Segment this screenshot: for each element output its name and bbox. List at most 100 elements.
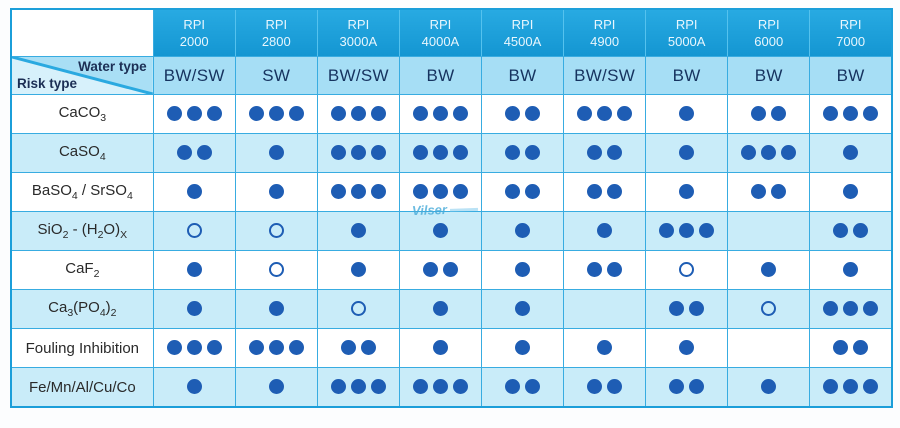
product-header-6000: RPI 6000 bbox=[727, 8, 811, 57]
filled-dot-icon bbox=[186, 184, 202, 200]
product-header-2000: RPI 2000 bbox=[152, 8, 236, 57]
filled-dot-icon bbox=[186, 301, 202, 317]
rating-cell bbox=[809, 211, 893, 251]
table-row: Fe/Mn/Al/Cu/Co bbox=[10, 367, 893, 408]
filled-dot-icon bbox=[853, 223, 869, 239]
filled-dot-icon bbox=[597, 340, 613, 356]
open-circle-icon bbox=[350, 301, 366, 317]
filled-dot-icon bbox=[166, 106, 182, 122]
rating-cell bbox=[645, 328, 729, 368]
open-circle-icon bbox=[679, 262, 695, 278]
filled-dot-icon bbox=[679, 340, 695, 356]
rating-cell bbox=[727, 172, 811, 212]
filled-dot-icon bbox=[761, 145, 777, 161]
filled-dot-icon bbox=[679, 106, 695, 122]
filled-dot-icon bbox=[669, 301, 685, 317]
filled-dot-icon bbox=[843, 106, 859, 122]
filled-dot-icon bbox=[689, 379, 705, 395]
risk-type-cell: Fouling Inhibition bbox=[10, 328, 154, 368]
rating-cell bbox=[809, 172, 893, 212]
filled-dot-icon bbox=[699, 223, 715, 239]
filled-dot-icon bbox=[268, 106, 284, 122]
filled-dot-icon bbox=[186, 379, 202, 395]
rating-cell bbox=[152, 133, 236, 173]
rating-cell bbox=[727, 133, 811, 173]
filled-dot-icon bbox=[607, 379, 623, 395]
filled-dot-icon bbox=[515, 262, 530, 278]
filled-dot-icon bbox=[659, 223, 675, 239]
product-header-4900: RPI 4900 bbox=[563, 8, 647, 57]
risk-type-cell: Ca3(PO4)2 bbox=[10, 289, 154, 329]
filled-dot-icon bbox=[206, 340, 222, 356]
rating-cell bbox=[727, 367, 811, 408]
filled-dot-icon bbox=[761, 262, 777, 278]
filled-dot-icon bbox=[577, 106, 593, 122]
table-body: CaCO3 CaSO4 BaSO4 / SrSO4 SiO2 - (H2O)X CaF2… bbox=[10, 94, 893, 408]
diagonal-divider-line bbox=[12, 57, 153, 94]
rating-cell bbox=[563, 250, 647, 290]
rating-cell bbox=[316, 94, 400, 134]
filled-dot-icon bbox=[248, 340, 264, 356]
filled-dot-icon bbox=[412, 145, 428, 161]
rating-cell bbox=[234, 94, 318, 134]
rating-cell bbox=[645, 289, 729, 329]
filled-dot-icon bbox=[412, 106, 428, 122]
rating-cell bbox=[480, 94, 565, 134]
filled-dot-icon bbox=[166, 340, 182, 356]
filled-dot-icon bbox=[505, 379, 520, 395]
product-header-5000A: RPI 5000A bbox=[645, 8, 729, 57]
filled-dot-icon bbox=[288, 106, 304, 122]
filled-dot-icon bbox=[853, 340, 869, 356]
filled-dot-icon bbox=[288, 340, 304, 356]
water-type-2000: BW/SW bbox=[152, 56, 236, 95]
filled-dot-icon bbox=[432, 379, 448, 395]
risk-type-cell: BaSO4 / SrSO4 bbox=[10, 172, 154, 212]
risk-type-label: Risk type bbox=[17, 76, 78, 91]
table-row: Ca3(PO4)2 bbox=[10, 289, 893, 329]
filled-dot-icon bbox=[607, 262, 623, 278]
filled-dot-icon bbox=[370, 145, 386, 161]
rating-cell bbox=[316, 250, 400, 290]
rating-cell bbox=[480, 133, 565, 173]
rating-cell bbox=[645, 172, 729, 212]
filled-dot-icon bbox=[607, 145, 623, 161]
filled-dot-icon bbox=[587, 145, 603, 161]
filled-dot-icon bbox=[432, 223, 448, 239]
table-row: CaCO3 bbox=[10, 94, 893, 134]
risk-type-cell: CaF2 bbox=[10, 250, 154, 290]
rating-cell bbox=[234, 211, 318, 251]
filled-dot-icon bbox=[350, 379, 366, 395]
filled-dot-icon bbox=[330, 106, 346, 122]
filled-dot-icon bbox=[268, 145, 284, 161]
filled-dot-icon bbox=[432, 340, 448, 356]
filled-dot-icon bbox=[432, 106, 448, 122]
rating-cell bbox=[234, 289, 318, 329]
filled-dot-icon bbox=[186, 262, 202, 278]
filled-dot-icon bbox=[452, 145, 468, 161]
filled-dot-icon bbox=[587, 379, 603, 395]
rating-cell bbox=[316, 211, 400, 251]
rating-cell bbox=[563, 367, 647, 408]
filled-dot-icon bbox=[370, 106, 386, 122]
filled-dot-icon bbox=[669, 379, 685, 395]
rating-cell bbox=[727, 328, 811, 368]
rating-cell bbox=[809, 328, 893, 368]
filled-dot-icon bbox=[587, 184, 603, 200]
filled-dot-icon bbox=[823, 301, 839, 317]
filled-dot-icon bbox=[412, 379, 428, 395]
filled-dot-icon bbox=[843, 184, 859, 200]
rating-cell bbox=[645, 133, 729, 173]
filled-dot-icon bbox=[751, 184, 767, 200]
rating-cell bbox=[398, 328, 482, 368]
filled-dot-icon bbox=[741, 145, 757, 161]
rating-cell bbox=[563, 172, 647, 212]
filled-dot-icon bbox=[176, 145, 192, 161]
product-header-7000: RPI 7000 bbox=[809, 8, 893, 57]
rating-cell bbox=[727, 211, 811, 251]
filled-dot-icon bbox=[452, 379, 468, 395]
rating-cell bbox=[152, 328, 236, 368]
product-header-row: RPI 2000 RPI 2800 RPI 3000A RPI 4000A RPI 4500A RP… bbox=[10, 8, 893, 57]
filled-dot-icon bbox=[330, 145, 346, 161]
rating-cell bbox=[645, 94, 729, 134]
water-type-5000A: BW bbox=[645, 56, 729, 95]
